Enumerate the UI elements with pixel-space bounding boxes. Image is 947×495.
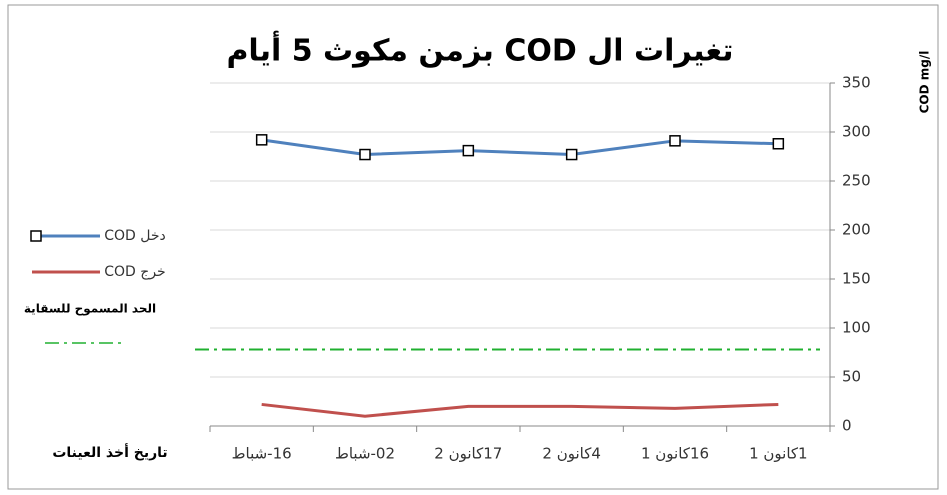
x-tick-label: 02-شباط — [335, 445, 395, 463]
legend-marker — [30, 230, 42, 242]
legend-label: خرج COD — [104, 264, 165, 280]
frame — [7, 4, 939, 490]
series-line — [261, 138, 779, 157]
series-line — [261, 402, 779, 418]
legend-label: دخل COD — [104, 228, 166, 244]
y-axis-label: COD mg/l — [918, 51, 932, 114]
point-marker — [669, 135, 681, 147]
point-marker — [255, 134, 268, 146]
y-tick-label: 50 — [842, 368, 861, 386]
y-tick-label: 200 — [842, 221, 871, 239]
x-tick-label: 4كانون 2 — [542, 445, 601, 463]
point-marker — [565, 148, 578, 161]
x-axis-label: تاريخ أخذ العينات — [52, 443, 167, 461]
y-tick-label: 350 — [842, 74, 871, 92]
y-tick-label: 250 — [842, 172, 871, 190]
x-tick-label: 1كانون 1 — [749, 445, 808, 463]
x-tick-label: 17كانون 2 — [434, 445, 502, 463]
point-marker — [359, 148, 371, 161]
point-marker — [462, 144, 475, 157]
y-tick-label: 300 — [842, 123, 871, 141]
chart-title: تغيرات ال COD بزمن مكوث 5 أيام — [226, 31, 733, 69]
x-tick-label: 16-شباط — [232, 445, 292, 463]
y-tick-label: 100 — [842, 319, 871, 337]
y-tick-label: 0 — [842, 417, 852, 435]
limit-label: الحد المسموح للسقاية — [24, 302, 156, 317]
x-tick-label: 16كانون 1 — [641, 445, 709, 463]
point-marker — [772, 138, 785, 150]
y-tick-label: 150 — [842, 270, 871, 288]
